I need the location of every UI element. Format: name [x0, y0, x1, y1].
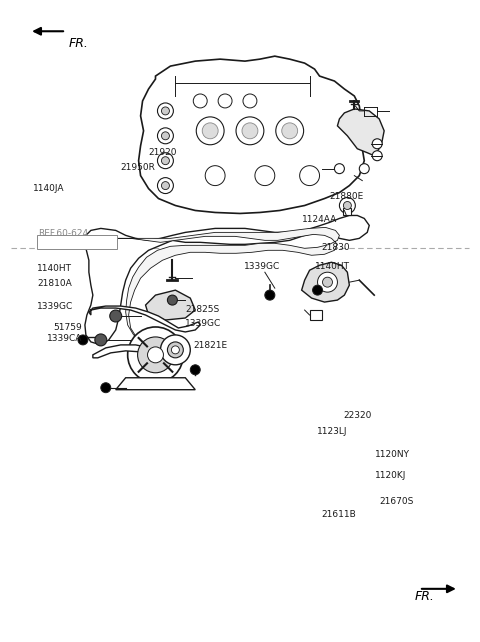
Text: 21920: 21920 [148, 148, 177, 157]
Text: 1339GC: 1339GC [244, 262, 280, 271]
Text: 21830: 21830 [322, 243, 350, 252]
Polygon shape [301, 262, 349, 302]
Circle shape [190, 365, 200, 375]
Circle shape [168, 342, 183, 358]
Circle shape [276, 117, 304, 144]
Polygon shape [89, 306, 200, 332]
Circle shape [157, 178, 173, 193]
Text: REF.60-624: REF.60-624 [38, 229, 88, 238]
Text: 21821E: 21821E [193, 342, 228, 351]
Circle shape [335, 164, 344, 173]
Polygon shape [310, 310, 322, 320]
Circle shape [157, 103, 173, 119]
Circle shape [312, 285, 323, 295]
Circle shape [339, 198, 355, 214]
Text: 1339GC: 1339GC [37, 302, 73, 311]
Text: 1140HT: 1140HT [37, 264, 72, 273]
Circle shape [171, 346, 180, 354]
Text: 51759: 51759 [53, 324, 82, 333]
Polygon shape [145, 290, 195, 320]
Circle shape [138, 337, 173, 373]
Circle shape [193, 94, 207, 108]
Polygon shape [343, 209, 351, 216]
Circle shape [161, 157, 169, 165]
Circle shape [372, 139, 382, 149]
Circle shape [161, 107, 169, 115]
Circle shape [282, 123, 298, 139]
Circle shape [372, 151, 382, 160]
Circle shape [157, 153, 173, 169]
Circle shape [161, 182, 169, 189]
Circle shape [265, 290, 275, 300]
Text: 21810A: 21810A [37, 279, 72, 288]
Polygon shape [139, 56, 364, 214]
Text: FR.: FR. [69, 37, 89, 49]
Circle shape [243, 94, 257, 108]
Text: 1339CA: 1339CA [47, 334, 83, 343]
Circle shape [255, 166, 275, 186]
Circle shape [323, 277, 333, 287]
Circle shape [242, 123, 258, 139]
Circle shape [218, 94, 232, 108]
Circle shape [360, 164, 369, 173]
Circle shape [300, 166, 320, 186]
Circle shape [196, 117, 224, 144]
Circle shape [318, 272, 337, 292]
Text: 1120KJ: 1120KJ [375, 471, 407, 480]
Polygon shape [85, 216, 369, 345]
Circle shape [157, 128, 173, 144]
Circle shape [128, 327, 183, 383]
Text: 1140HT: 1140HT [314, 262, 349, 271]
Text: FR.: FR. [415, 590, 435, 603]
FancyBboxPatch shape [37, 236, 117, 249]
Circle shape [78, 335, 88, 345]
Circle shape [95, 334, 107, 346]
Text: 21825S: 21825S [185, 304, 219, 313]
Text: 21880E: 21880E [329, 192, 364, 201]
Circle shape [101, 383, 111, 393]
Circle shape [205, 166, 225, 186]
Circle shape [160, 335, 190, 365]
Text: 1140JA: 1140JA [33, 184, 65, 193]
Text: 21611B: 21611B [322, 510, 356, 519]
Polygon shape [337, 109, 384, 156]
Text: 22320: 22320 [343, 411, 372, 420]
Polygon shape [116, 377, 195, 390]
Polygon shape [101, 227, 339, 338]
Circle shape [168, 295, 178, 305]
Circle shape [202, 123, 218, 139]
Text: 21950R: 21950R [120, 163, 156, 172]
Circle shape [236, 117, 264, 144]
Text: 1123LJ: 1123LJ [316, 427, 347, 436]
Circle shape [147, 347, 164, 363]
Polygon shape [93, 345, 170, 360]
Text: 1120NY: 1120NY [375, 450, 410, 459]
Text: 1339GC: 1339GC [185, 320, 222, 329]
Text: 21670S: 21670S [379, 497, 414, 506]
Circle shape [161, 132, 169, 140]
Circle shape [110, 310, 122, 322]
Text: 1124AA: 1124AA [301, 215, 337, 224]
Circle shape [343, 202, 351, 209]
